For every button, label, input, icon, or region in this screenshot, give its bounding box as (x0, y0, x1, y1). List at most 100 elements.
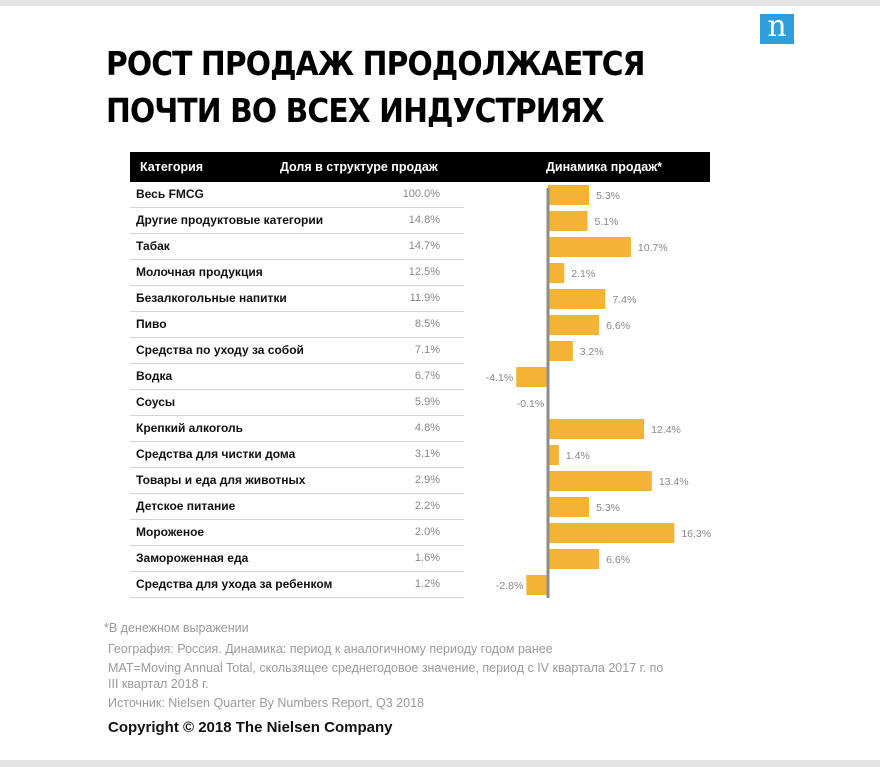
header-share: Доля в структуре продаж (280, 160, 438, 174)
bar (548, 263, 565, 283)
table-row: Молочная продукция 12.5% (130, 260, 464, 286)
row-separator (130, 597, 464, 598)
bar-value-label: 10.7% (638, 242, 668, 254)
row-separator (130, 519, 464, 520)
row-category: Весь FMCG (136, 187, 204, 201)
table-row: Товары и еда для животных 2.9% (130, 468, 464, 494)
nielsen-logo: n (760, 12, 794, 44)
row-category: Другие продуктовые категории (136, 213, 324, 227)
row-share: 14.8% (408, 214, 440, 226)
row-share: 1.2% (414, 578, 440, 590)
row-share: 3.1% (414, 448, 440, 460)
bar (548, 237, 631, 257)
row-separator (130, 207, 464, 208)
table-row: Безалкогольные напитки 11.9% (130, 286, 464, 312)
bar (548, 445, 559, 465)
top-border (0, 0, 880, 6)
row-category: Замороженная еда (136, 551, 249, 565)
bar-value-label: 2.1% (571, 268, 595, 280)
bar (548, 185, 590, 205)
row-category: Мороженое (136, 525, 205, 539)
table-row: Соусы 5.9% (130, 390, 464, 416)
row-category: Табак (136, 239, 170, 253)
row-separator (130, 337, 464, 338)
row-share: 1.6% (414, 552, 440, 564)
bar-value-label: 5.3% (596, 502, 620, 514)
header-category: Категория (140, 160, 204, 174)
row-category: Средства по уходу за собой (136, 343, 304, 357)
row-separator (130, 363, 464, 364)
bar (516, 367, 548, 387)
bar (548, 497, 590, 517)
row-separator (130, 571, 464, 572)
table-row: Табак 14.7% (130, 234, 464, 260)
bar-value-label: 1.4% (566, 450, 590, 462)
header-dynamics: Динамика продаж* (546, 160, 662, 174)
row-category: Товары и еда для животных (136, 473, 306, 487)
row-share: 4.8% (414, 422, 440, 434)
row-category: Средства для ухода за ребенком (136, 577, 333, 591)
bar-value-label: 5.1% (595, 216, 619, 228)
footnote-geography: География: Россия. Динамика: период к ан… (108, 642, 553, 656)
row-separator (130, 233, 464, 234)
row-category: Средства для чистки дома (136, 447, 296, 461)
table-row: Мороженое 2.0% (130, 520, 464, 546)
footnote-monetary: *В денежном выражении (104, 621, 249, 635)
row-share: 100.0% (402, 188, 440, 200)
table-row: Детское питание 2.2% (130, 494, 464, 520)
bar (548, 289, 606, 309)
sales-dynamics-chart: 5.3% 5.1% 10.7% 2.1% 7.4% 6.6% 3.2% -4.1% -0.1% 1… (486, 185, 711, 598)
table-row: Средства для ухода за ребенком 1.2% (130, 572, 464, 598)
footnote-mat-line1: MAT=Moving Annual Total, скользящее сред… (108, 661, 664, 675)
bar (548, 471, 652, 491)
row-separator (130, 285, 464, 286)
bar-value-label: -4.1% (486, 372, 513, 384)
row-category: Соусы (136, 395, 176, 409)
row-category: Молочная продукция (136, 265, 263, 279)
row-share: 6.7% (414, 370, 440, 382)
bar (548, 419, 645, 439)
row-separator (130, 467, 464, 468)
table-row: Замороженная еда 1.6% (130, 546, 464, 572)
footnote-mat-line2: III квартал 2018 г. (108, 677, 209, 691)
table-row: Средства для чистки дома 3.1% (130, 442, 464, 468)
row-share: 2.9% (414, 474, 440, 486)
bar (548, 549, 600, 569)
bar (526, 575, 548, 595)
row-share: 8.5% (414, 318, 440, 330)
bar-value-label: 6.6% (606, 320, 630, 332)
row-share: 2.0% (414, 526, 440, 538)
bar (548, 315, 600, 335)
row-separator (130, 493, 464, 494)
footnote-source: Источник: Nielsen Quarter By Numbers Rep… (108, 696, 424, 710)
bar-value-label: 5.3% (596, 190, 620, 202)
row-separator (130, 545, 464, 546)
row-separator (130, 415, 464, 416)
row-category: Крепкий алкоголь (136, 421, 244, 435)
bottom-border (0, 760, 880, 767)
row-share: 5.9% (414, 396, 440, 408)
row-share: 11.9% (409, 292, 440, 304)
bar-value-label: 7.4% (612, 294, 636, 306)
row-share: 7.1% (414, 344, 440, 356)
row-category: Детское питание (136, 499, 236, 513)
row-category: Водка (136, 369, 173, 383)
row-share: 2.2% (414, 500, 440, 512)
table-row: Пиво 8.5% (130, 312, 464, 338)
bar-value-label: 12.4% (651, 424, 681, 436)
table-row: Водка 6.7% (130, 364, 464, 390)
bar (548, 341, 573, 361)
row-share: 12.5% (408, 266, 440, 278)
table-row: Другие продуктовые категории 14.8% (130, 208, 464, 234)
row-separator (130, 441, 464, 442)
row-category: Пиво (136, 317, 167, 331)
row-category: Безалкогольные напитки (136, 291, 287, 305)
row-separator (130, 311, 464, 312)
table-row: Крепкий алкоголь 4.8% (130, 416, 464, 442)
bar-value-label: 3.2% (580, 346, 604, 358)
bar-value-label: 6.6% (606, 554, 630, 566)
copyright: Copyright © 2018 The Nielsen Company (108, 719, 393, 736)
table-row: Средства по уходу за собой 7.1% (130, 338, 464, 364)
bar-value-label: -2.8% (496, 580, 523, 592)
row-separator (130, 259, 464, 260)
